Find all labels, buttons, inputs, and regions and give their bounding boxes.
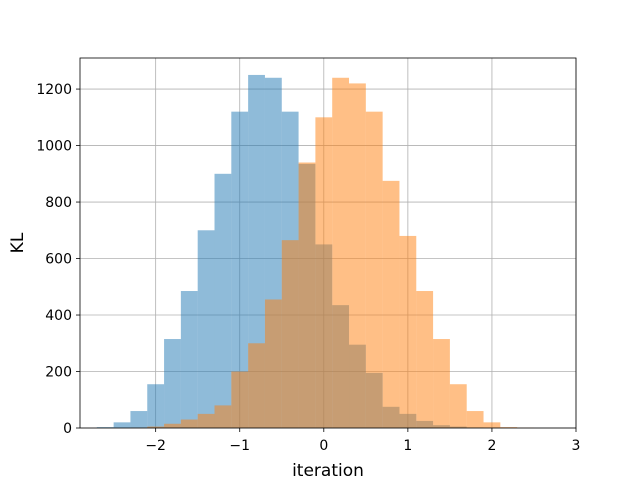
histogram-bar-series-1 [180, 291, 198, 428]
x-axis-label: iteration [292, 461, 364, 480]
y-axis-label: KL [8, 232, 28, 253]
histogram-bar-series-2 [214, 405, 232, 428]
y-tick-label: 800 [45, 195, 72, 211]
histogram-bar-series-2 [197, 413, 215, 428]
x-tick-label: −2 [145, 438, 166, 454]
histogram-bar-series-2 [248, 343, 265, 428]
histogram-bar-series-2 [147, 426, 165, 428]
y-tick-label: 1200 [36, 82, 72, 98]
histogram-bar-series-2 [264, 299, 282, 428]
x-tick-label: −1 [229, 438, 250, 454]
histogram-bar-series-1 [248, 74, 265, 428]
histogram-bar-series-2 [281, 240, 299, 428]
histogram-bar-series-2 [382, 180, 400, 428]
y-tick-label: 400 [45, 308, 72, 324]
histogram-bar-series-1 [164, 339, 181, 428]
y-tick-label: 1000 [36, 139, 72, 155]
histogram-bar-series-2 [466, 411, 484, 428]
histogram-bar-series-1 [130, 411, 148, 428]
y-axis-ticks: 0 200 400 600 800 1000 1200 [36, 82, 80, 437]
histogram-bar-series-1 [113, 422, 131, 428]
histogram-bar-series-2 [332, 77, 350, 428]
histogram-bar-series-1 [214, 173, 232, 428]
histogram-bar-series-1 [231, 111, 249, 428]
plot-frame [79, 57, 577, 429]
bars [96, 74, 534, 429]
histogram-bar-series-2 [433, 339, 450, 428]
histogram-bar-series-2 [399, 235, 417, 428]
histogram-bar-series-2 [500, 427, 518, 428]
histogram-bar-series-2 [231, 371, 249, 428]
histogram-bar-series-2 [449, 384, 467, 428]
y-tick-label: 200 [45, 365, 72, 381]
x-tick-label: 2 [487, 438, 496, 454]
histogram-bar-series-2 [164, 423, 181, 428]
y-tick-label: 600 [45, 252, 72, 268]
histogram-bar-series-2 [298, 162, 316, 428]
histogram-bar-series-1 [96, 427, 114, 428]
histogram-bar-series-1 [197, 230, 215, 428]
histogram-bar-series-2 [180, 419, 198, 428]
histogram-bar-series-2 [483, 422, 501, 428]
histogram-bar-series-2 [315, 117, 333, 428]
histogram-bar-series-1 [147, 384, 165, 428]
histogram-bar-series-2 [365, 111, 383, 428]
histogram-bar-series-2 [349, 83, 366, 428]
x-tick-label: 1 [403, 438, 412, 454]
y-tick-label: 0 [63, 421, 72, 437]
x-tick-label: 3 [572, 438, 581, 454]
histogram-bar-series-2 [416, 291, 434, 428]
x-tick-label: 0 [319, 438, 328, 454]
x-axis-ticks: −2 −1 0 1 2 3 [145, 428, 580, 454]
